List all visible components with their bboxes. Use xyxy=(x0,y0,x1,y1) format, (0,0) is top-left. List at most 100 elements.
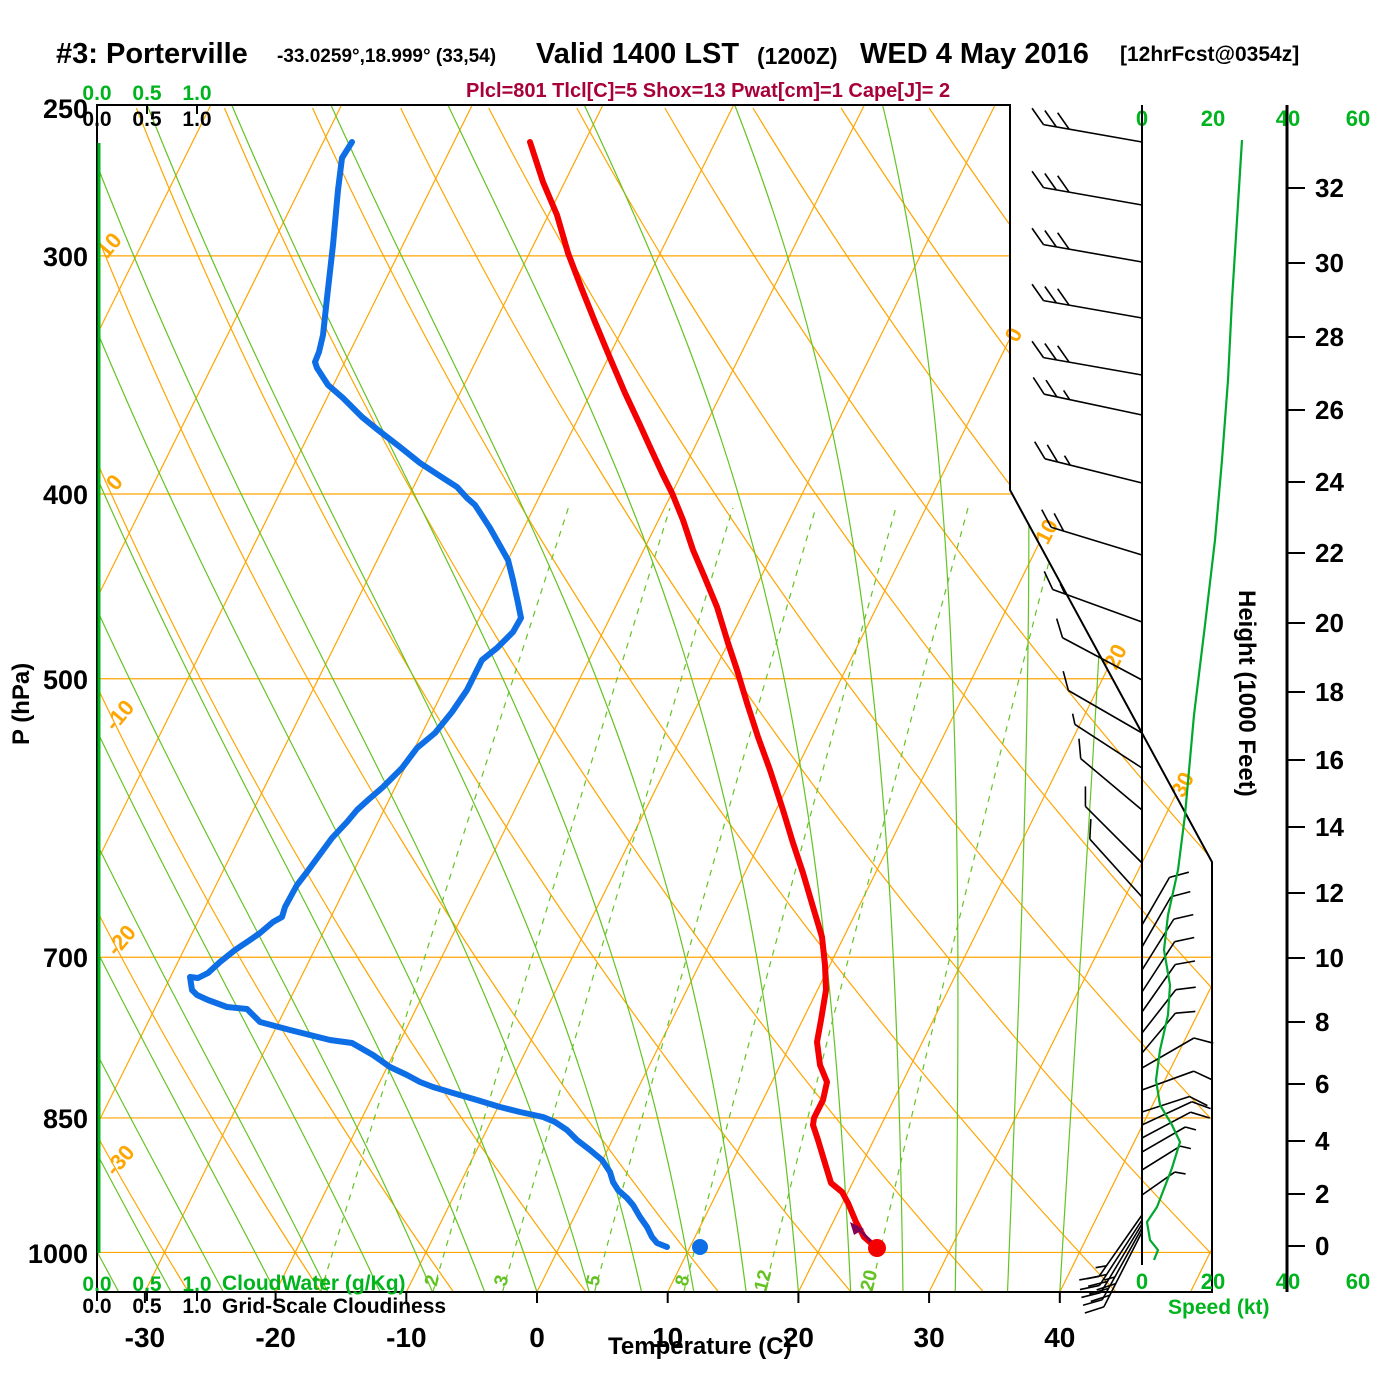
isotherm--10 xyxy=(405,105,996,1292)
isotherm--30 xyxy=(144,105,735,1292)
mixing-ratio-line-12 xyxy=(763,507,969,1292)
cloudwater-scale-bottom-0.5: 0.5 xyxy=(132,1273,162,1296)
mixing-ratio-label-5: 5 xyxy=(582,1273,605,1289)
temp-label--30: -30 xyxy=(125,1322,165,1353)
dry-adiabat-10 xyxy=(97,107,720,1292)
cloudiness-scale-top-0.5: 0.5 xyxy=(132,108,162,131)
isotherm--40 xyxy=(97,105,604,1292)
wind-barb xyxy=(1043,571,1143,623)
wind-barb xyxy=(1089,819,1143,898)
pressure-axis-title: P (hPa) xyxy=(8,662,35,745)
speed-scale-top-60: 60 xyxy=(1346,106,1370,131)
speed-scale-top-20: 20 xyxy=(1201,106,1225,131)
height-label-26: 26 xyxy=(1315,395,1344,425)
parcel-arrow-head xyxy=(850,1222,864,1235)
wind-barb xyxy=(1079,1214,1143,1281)
moist-adiabat-28 xyxy=(732,105,904,1292)
isotherm--60 xyxy=(97,105,343,1292)
wind-barb xyxy=(1031,107,1143,143)
dry-adiabat-70 xyxy=(576,107,1212,1292)
dry-adiabat-50 xyxy=(400,107,1212,1292)
mixing-ratio-line-1 xyxy=(320,507,569,1292)
height-label-30: 30 xyxy=(1315,248,1344,278)
dry-adiabat-label--10: -10 xyxy=(100,695,140,735)
sounding-indices-line: Plcl=801 Tlcl[C]=5 Shox=13 Pwat[cm]=1 Ca… xyxy=(466,80,951,102)
height-axis-title: Height (1000 Feet) xyxy=(1233,590,1260,797)
dry-adiabat-20 xyxy=(135,107,852,1292)
surface-temperature-dot xyxy=(868,1239,886,1257)
mixing-ratio-line-8 xyxy=(683,507,897,1292)
isotherm-0 xyxy=(536,105,1127,1292)
moist-adiabat--8 xyxy=(97,105,433,1292)
wind-barb xyxy=(1141,1145,1192,1171)
temp-label-40: 40 xyxy=(1044,1322,1075,1353)
cloudwater-scale-title: CloudWater (g/Kg) xyxy=(222,1272,406,1295)
moist-adiabat-40 xyxy=(1059,105,1121,1292)
dry-adiabat-label--30: -30 xyxy=(100,1140,140,1180)
temp-label-10: 10 xyxy=(652,1322,683,1353)
wind-barb xyxy=(1141,1095,1208,1113)
temp-label-0: 0 xyxy=(529,1322,545,1353)
height-label-8: 8 xyxy=(1315,1007,1329,1037)
mixing-ratio-label-8: 8 xyxy=(672,1273,695,1288)
cloudwater-scale-top-0.5: 0.5 xyxy=(132,82,162,105)
moist-adiabat--12 xyxy=(97,105,381,1292)
dry-adiabat-30 xyxy=(223,107,984,1292)
wind-barb xyxy=(1062,670,1143,734)
wind-barb xyxy=(1141,1126,1197,1153)
temp-label-30: 30 xyxy=(914,1322,945,1353)
wind-barb xyxy=(1141,1101,1211,1126)
mixing-ratio-line-3 xyxy=(501,507,734,1292)
moist-adiabat--24 xyxy=(97,105,224,1292)
page-title-valid-z: (1200Z) xyxy=(757,43,838,69)
pressure-label-850: 850 xyxy=(43,1104,88,1134)
moist-adiabat-20 xyxy=(445,105,799,1292)
wind-barb xyxy=(1141,913,1194,971)
dry-adiabat-0 xyxy=(97,107,587,1292)
wind-barb xyxy=(1071,713,1143,769)
plot-boundary xyxy=(96,104,1213,1293)
cloudwater-scale-bottom-0.0: 0.0 xyxy=(82,1273,111,1296)
cloudwater-scale-top-1.0: 1.0 xyxy=(182,82,211,105)
wind-barb xyxy=(1079,1219,1143,1291)
wind-barb xyxy=(1031,283,1143,319)
wind-barb xyxy=(1055,618,1143,681)
wind-barb xyxy=(1141,890,1191,948)
moist-adiabat--4 xyxy=(97,105,486,1292)
wind-barb xyxy=(1141,1070,1213,1091)
temp-label--10: -10 xyxy=(386,1322,426,1353)
height-label-14: 14 xyxy=(1315,812,1344,842)
page-title-valid: Valid 1400 LST xyxy=(536,38,740,70)
temperature-curve xyxy=(527,139,880,1251)
height-label-20: 20 xyxy=(1315,608,1344,638)
speed-scale-bottom-20: 20 xyxy=(1201,1269,1225,1294)
page-title-date: WED 4 May 2016 xyxy=(860,38,1089,70)
height-label-2: 2 xyxy=(1315,1179,1329,1209)
mixing-ratio-line-20 xyxy=(870,507,1064,1292)
dry-adiabat--20 xyxy=(97,107,322,1292)
wind-barb xyxy=(1032,376,1143,416)
height-label-24: 24 xyxy=(1315,467,1344,497)
page-title-station: #3: Porterville xyxy=(56,38,248,70)
skewt-grid xyxy=(97,105,1212,1292)
height-label-0: 0 xyxy=(1315,1231,1329,1261)
wind-speed-profile xyxy=(1145,139,1244,1261)
height-label-4: 4 xyxy=(1315,1126,1330,1156)
dry-adiabat-label-0: 0 xyxy=(101,469,128,494)
isotherm--70 xyxy=(97,105,212,1292)
wind-barb xyxy=(1082,1227,1143,1307)
page-title-coords: -33.0259°,18.999° (33,54) xyxy=(277,46,497,67)
wind-barb xyxy=(1084,786,1143,864)
wind-barb xyxy=(1078,738,1143,811)
height-label-18: 18 xyxy=(1315,677,1344,707)
wind-barb xyxy=(1141,1037,1214,1069)
dewpoint-curve xyxy=(187,139,670,1250)
moist-adiabat--16 xyxy=(97,105,329,1292)
wind-barb xyxy=(1031,340,1143,376)
isotherm-label-20: 20 xyxy=(1098,640,1131,673)
pressure-label-700: 700 xyxy=(43,943,88,973)
cloudiness-scale-bottom-1.0: 1.0 xyxy=(182,1295,211,1318)
cloudiness-scale-top-0.0: 0.0 xyxy=(82,108,111,131)
wind-barb xyxy=(1141,1111,1210,1139)
